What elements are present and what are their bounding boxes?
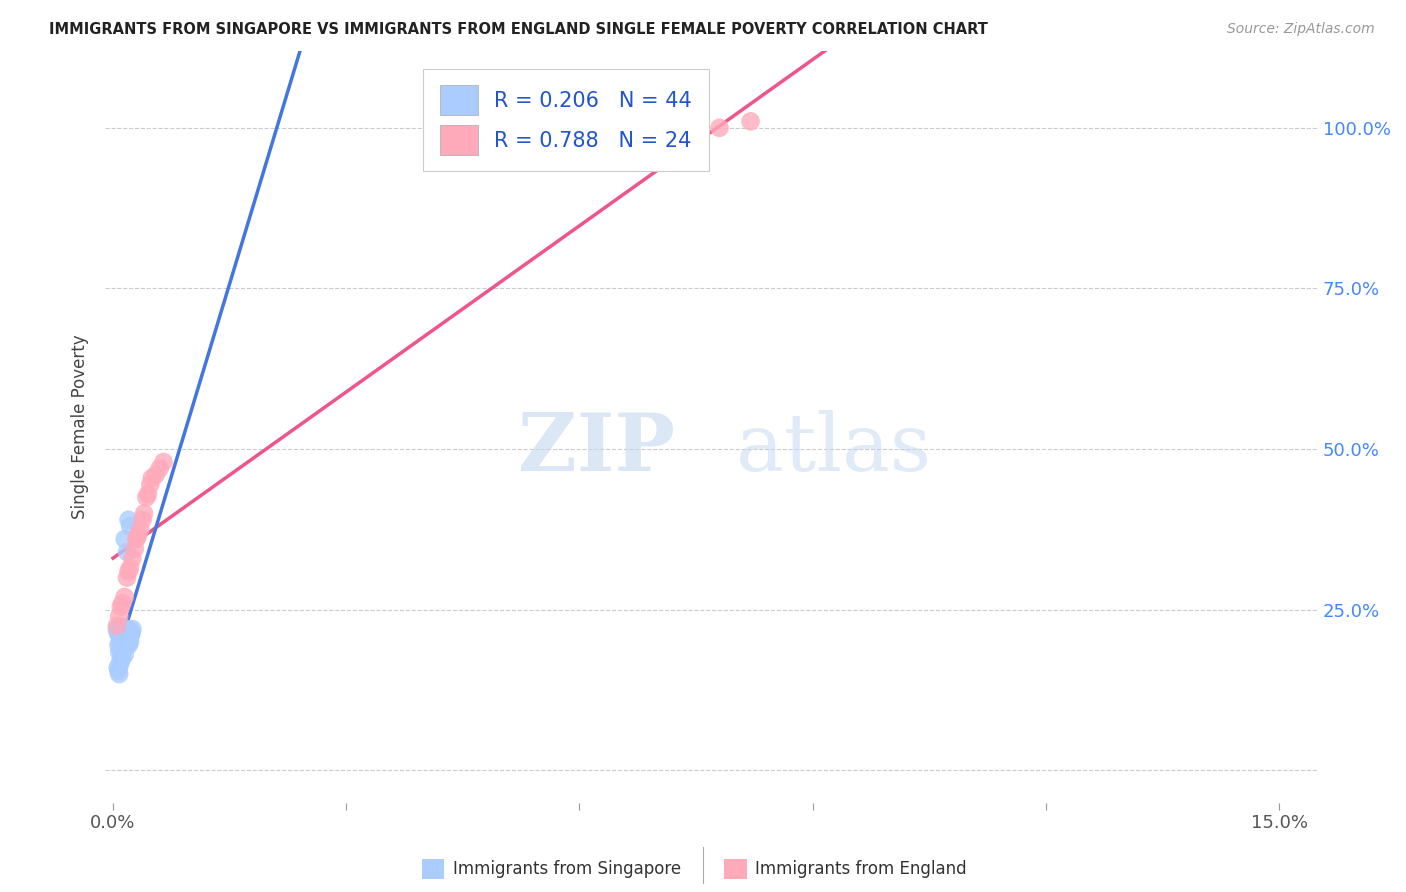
Point	[115, 571, 138, 585]
Point	[117, 564, 139, 578]
Point	[111, 651, 134, 665]
Point	[108, 644, 131, 658]
Point	[118, 632, 141, 646]
Point	[115, 628, 138, 642]
Point	[121, 551, 143, 566]
Point	[111, 635, 134, 649]
Point	[127, 529, 149, 543]
Point	[112, 638, 135, 652]
Point	[111, 644, 134, 658]
Point	[709, 120, 731, 135]
Point	[107, 660, 129, 674]
Point	[149, 461, 172, 475]
Point	[114, 648, 136, 662]
Text: Immigrants from England: Immigrants from England	[755, 860, 967, 878]
Point	[115, 632, 138, 646]
Point	[110, 641, 132, 656]
Point	[110, 651, 132, 665]
Point	[120, 561, 142, 575]
Legend: R = 0.206   N = 44, R = 0.788   N = 24: R = 0.206 N = 44, R = 0.788 N = 24	[423, 69, 709, 171]
Point	[114, 622, 136, 636]
Point	[129, 523, 152, 537]
Point	[114, 635, 136, 649]
Point	[117, 625, 139, 640]
Point	[124, 541, 146, 556]
Text: Source: ZipAtlas.com: Source: ZipAtlas.com	[1227, 22, 1375, 37]
Y-axis label: Single Female Poverty: Single Female Poverty	[72, 334, 89, 519]
Point	[139, 477, 162, 491]
Point	[111, 596, 134, 610]
Point	[108, 635, 131, 649]
Point	[141, 471, 163, 485]
Point	[120, 628, 142, 642]
Point	[135, 491, 157, 505]
Point	[110, 638, 132, 652]
Point	[125, 532, 148, 546]
Point	[117, 638, 139, 652]
Point	[120, 519, 142, 533]
Point	[110, 625, 132, 640]
Point	[114, 532, 136, 546]
Text: ZIP: ZIP	[519, 410, 675, 488]
Point	[108, 609, 131, 624]
Text: atlas: atlas	[735, 410, 931, 488]
Point	[108, 619, 131, 633]
Point	[115, 638, 138, 652]
Point	[121, 625, 143, 640]
Point	[145, 467, 167, 482]
Text: Immigrants from Singapore: Immigrants from Singapore	[453, 860, 681, 878]
Point	[112, 641, 135, 656]
Point	[740, 114, 762, 128]
Point	[131, 513, 153, 527]
Point	[117, 622, 139, 636]
Point	[114, 625, 136, 640]
Point	[105, 619, 128, 633]
Point	[117, 513, 139, 527]
Point	[132, 507, 155, 521]
Point	[114, 638, 136, 652]
Point	[110, 628, 132, 642]
Point	[107, 638, 129, 652]
Point	[136, 487, 159, 501]
Point	[112, 628, 135, 642]
Point	[114, 590, 136, 604]
Point	[121, 622, 143, 636]
Point	[108, 667, 131, 681]
Point	[107, 664, 129, 678]
Point	[105, 622, 128, 636]
Point	[107, 625, 129, 640]
Point	[108, 628, 131, 642]
Point	[110, 599, 132, 614]
Point	[120, 635, 142, 649]
Point	[152, 455, 174, 469]
Point	[115, 545, 138, 559]
Text: IMMIGRANTS FROM SINGAPORE VS IMMIGRANTS FROM ENGLAND SINGLE FEMALE POVERTY CORRE: IMMIGRANTS FROM SINGAPORE VS IMMIGRANTS …	[49, 22, 988, 37]
Point	[108, 657, 131, 672]
Point	[110, 654, 132, 668]
Point	[112, 632, 135, 646]
